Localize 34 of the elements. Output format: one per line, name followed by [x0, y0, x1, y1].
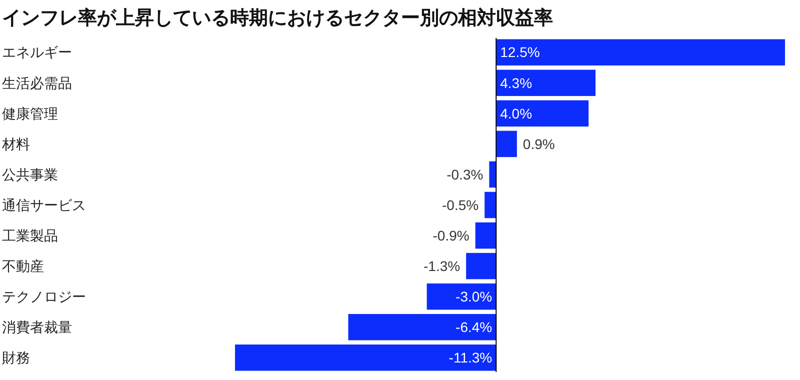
data-label: -0.3% — [446, 166, 484, 182]
bar — [496, 100, 589, 127]
bar — [466, 252, 496, 280]
y-tick-label: 工業製品 — [2, 227, 58, 244]
y-tick-label: テクノロジー — [2, 288, 86, 304]
bar — [489, 161, 496, 188]
data-label: 4.3% — [500, 74, 532, 91]
y-tick-label: 材料 — [1, 136, 30, 152]
data-label: -1.3% — [424, 258, 460, 274]
y-tick-label: 生活必需品 — [2, 74, 72, 91]
data-label: 4.0% — [500, 105, 532, 122]
bar — [496, 130, 517, 158]
y-tick-label: 財務 — [2, 350, 30, 366]
data-label: -11.3% — [448, 350, 492, 366]
data-label: -3.0% — [456, 288, 492, 304]
bar — [426, 283, 496, 310]
bar — [496, 70, 596, 96]
data-label: 12.5% — [500, 44, 540, 60]
y-tick-label: 消費者裁量 — [2, 319, 72, 336]
y-tick-label: エネルギー — [2, 44, 72, 60]
bar — [484, 192, 496, 218]
data-label: -0.5% — [442, 196, 479, 213]
data-label: -6.4% — [456, 319, 492, 336]
data-label: 0.9% — [522, 136, 555, 152]
data-label: -0.9% — [432, 227, 470, 244]
y-tick-label: 通信サービス — [2, 196, 86, 213]
bar — [235, 344, 496, 371]
chart-title: インフレ率が上昇している時期におけるセクター別の相対収益率 — [2, 7, 553, 29]
y-tick-label: 公共事業 — [2, 166, 58, 182]
bar — [475, 222, 496, 249]
bar — [496, 39, 785, 66]
bar — [348, 314, 496, 340]
y-tick-label: 不動産 — [2, 258, 44, 274]
y-tick-label: 健康管理 — [2, 105, 58, 122]
